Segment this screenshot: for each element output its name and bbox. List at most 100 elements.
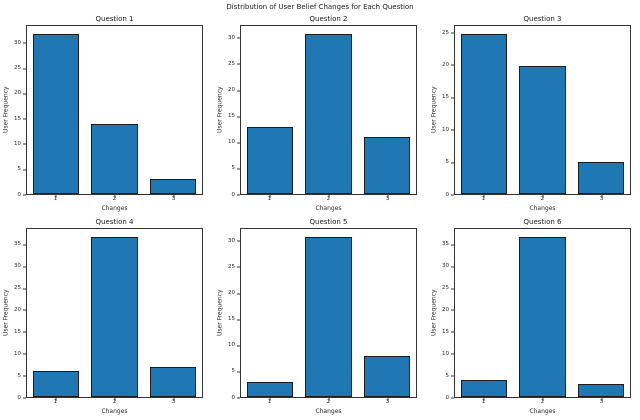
bar-1 <box>460 379 508 397</box>
x-tick-mark <box>328 195 329 198</box>
y-tick-mark <box>23 309 26 311</box>
x-tick-mark <box>173 398 174 401</box>
plot-area-row: User Frequency 0 5 10 15 20 25 <box>430 25 631 198</box>
plot-frame <box>454 228 631 398</box>
y-tick-label: 0 <box>445 191 450 198</box>
subplot-title: Question 5 <box>309 218 348 226</box>
subplot-question-5: Question 5 User Frequency 0 5 10 15 20 25 30 1 2 3 C… <box>216 217 417 416</box>
y-tick-mark <box>23 266 26 268</box>
y-tick-label: 0 <box>231 394 236 401</box>
y-tick-label: 30 <box>14 262 21 269</box>
y-tick-mark <box>23 375 26 377</box>
plot-area-row: User Frequency 0 5 10 15 20 25 30 <box>216 25 417 198</box>
plot-frame <box>26 25 203 195</box>
x-tick-mark <box>542 195 543 198</box>
x-tick-mark <box>269 195 270 198</box>
x-tick-mark <box>542 398 543 401</box>
x-tick-mark <box>55 398 56 401</box>
y-axis: 0 5 10 15 20 25 30 35 <box>10 228 26 400</box>
x-tick-mark <box>483 195 484 198</box>
bar-1 <box>32 371 80 397</box>
y-tick-mark <box>451 32 454 34</box>
y-tick-label: 15 <box>442 328 449 335</box>
y-tick-mark <box>23 93 26 95</box>
y-tick-label: 20 <box>228 289 235 296</box>
y-axis-label: User Frequency <box>216 86 224 134</box>
y-tick-label: 35 <box>442 241 449 248</box>
y-tick-mark <box>237 240 240 242</box>
y-tick-label: 25 <box>228 263 235 270</box>
y-tick-mark <box>451 244 454 246</box>
x-tick-mark <box>601 398 602 401</box>
y-tick-mark <box>451 129 454 131</box>
x-tick-label: 1 <box>481 196 486 202</box>
y-tick-mark <box>23 68 26 70</box>
y-tick-label: 0 <box>231 191 236 198</box>
y-tick-label: 30 <box>228 237 235 244</box>
bar-2 <box>305 237 352 397</box>
figure-title: Distribution of User Belief Changes for … <box>226 3 414 11</box>
x-tick-label: 2 <box>540 196 545 202</box>
y-tick-mark <box>237 142 240 144</box>
y-tick-mark <box>237 116 240 118</box>
y-axis-label: User Frequency <box>430 289 438 337</box>
y-tick-mark <box>237 371 240 373</box>
x-tick-label: 3 <box>171 399 176 405</box>
x-tick-mark <box>114 195 115 198</box>
subplot-question-4: Question 4 User Frequency 0 5 10 15 20 25 30 35 1 2… <box>2 217 203 416</box>
y-tick-label: 30 <box>14 39 21 46</box>
bar-3 <box>149 366 197 397</box>
x-axis-label: Changes <box>529 205 556 212</box>
y-tick-label: 10 <box>442 126 449 133</box>
bar-3 <box>363 355 411 397</box>
y-axis: 0 5 10 15 20 25 <box>438 25 454 198</box>
y-tick-mark <box>237 266 240 268</box>
x-tick-label: 3 <box>385 196 390 202</box>
y-tick-mark <box>237 293 240 295</box>
x-axis: 1 2 3 <box>26 398 203 407</box>
y-tick-label: 20 <box>442 306 449 313</box>
plot-area-row: User Frequency 0 5 10 15 20 25 30 <box>216 228 417 401</box>
x-tick-mark <box>55 195 56 198</box>
y-tick-mark <box>451 162 454 164</box>
bar-3 <box>363 137 411 194</box>
bar-1 <box>32 34 80 194</box>
y-tick-label: 25 <box>442 284 449 291</box>
y-tick-label: 0 <box>445 394 450 401</box>
bar-3 <box>149 179 197 194</box>
y-tick-mark <box>237 194 240 196</box>
y-axis-label: User Frequency <box>2 86 10 134</box>
y-tick-label: 5 <box>445 158 450 165</box>
y-tick-mark <box>23 397 26 399</box>
x-tick-label: 3 <box>599 196 604 202</box>
plot-area-row: User Frequency 0 5 10 15 20 25 30 35 <box>2 228 203 400</box>
subplot-title: Question 1 <box>95 15 134 23</box>
y-tick-mark <box>451 288 454 290</box>
x-tick-mark <box>387 195 388 198</box>
y-tick-mark <box>451 397 454 399</box>
x-tick-label: 1 <box>267 399 272 405</box>
bar-2 <box>519 237 566 397</box>
plot-frame <box>454 25 631 195</box>
y-tick-label: 5 <box>231 368 236 375</box>
x-axis-label: Changes <box>529 408 556 415</box>
x-axis-label: Changes <box>315 408 342 415</box>
subplot-title: Question 4 <box>95 218 134 226</box>
y-tick-label: 10 <box>14 350 21 357</box>
y-axis: 0 5 10 15 20 25 30 <box>224 228 240 401</box>
x-tick-label: 3 <box>599 399 604 405</box>
y-tick-label: 5 <box>17 372 22 379</box>
y-tick-mark <box>23 118 26 120</box>
bar-1 <box>246 381 294 397</box>
y-axis: 0 5 10 15 20 25 30 <box>224 25 240 198</box>
y-tick-mark <box>237 319 240 321</box>
x-tick-label: 3 <box>385 399 390 405</box>
y-tick-label: 10 <box>228 139 235 146</box>
y-tick-label: 10 <box>228 342 235 349</box>
y-tick-mark <box>451 97 454 99</box>
x-tick-label: 2 <box>540 399 545 405</box>
bar-2 <box>305 34 352 194</box>
y-tick-mark <box>23 169 26 171</box>
y-tick-mark <box>451 64 454 66</box>
